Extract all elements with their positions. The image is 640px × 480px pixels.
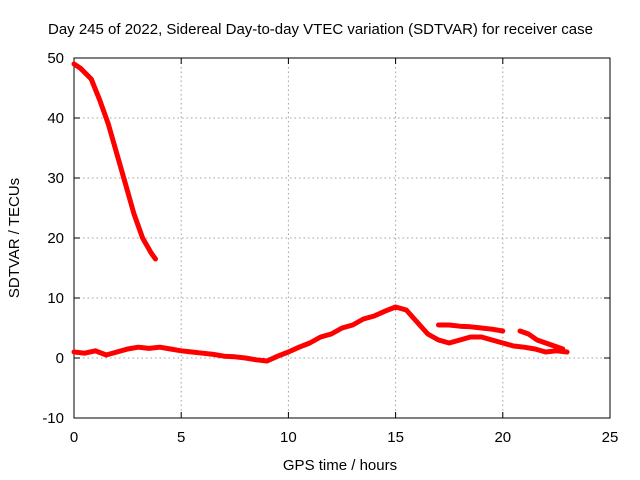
series-group (71, 61, 570, 364)
x-tick-label: 5 (177, 429, 185, 446)
y-tick-label: 50 (47, 50, 64, 67)
y-axis-label: SDTVAR / TECUs (6, 178, 23, 298)
series-line-segment-3 (436, 322, 506, 334)
x-tick-label: 20 (494, 429, 511, 446)
y-tick-label: 0 (56, 350, 64, 367)
x-tick-label: 10 (280, 429, 297, 446)
series-line-segment-1 (71, 61, 158, 262)
chart-title: Day 245 of 2022, Sidereal Day-to-day VTE… (48, 21, 593, 38)
x-tick-label: 15 (387, 429, 404, 446)
y-tick-label: 10 (47, 290, 64, 307)
x-axis-label: GPS time / hours (283, 457, 397, 474)
y-tick-label: 40 (47, 110, 64, 127)
x-tick-label: 25 (602, 429, 619, 446)
axis-ticks: 0 5 10 15 20 25 -10 0 10 20 30 40 50 (42, 50, 618, 446)
y-tick-label: -10 (42, 410, 64, 427)
y-tick-label: 30 (47, 170, 64, 187)
grid (74, 58, 610, 418)
series-line-segment-4 (517, 328, 566, 352)
x-tick-label: 0 (70, 429, 78, 446)
y-tick-label: 20 (47, 230, 64, 247)
series-line-segment-2 (71, 304, 570, 364)
